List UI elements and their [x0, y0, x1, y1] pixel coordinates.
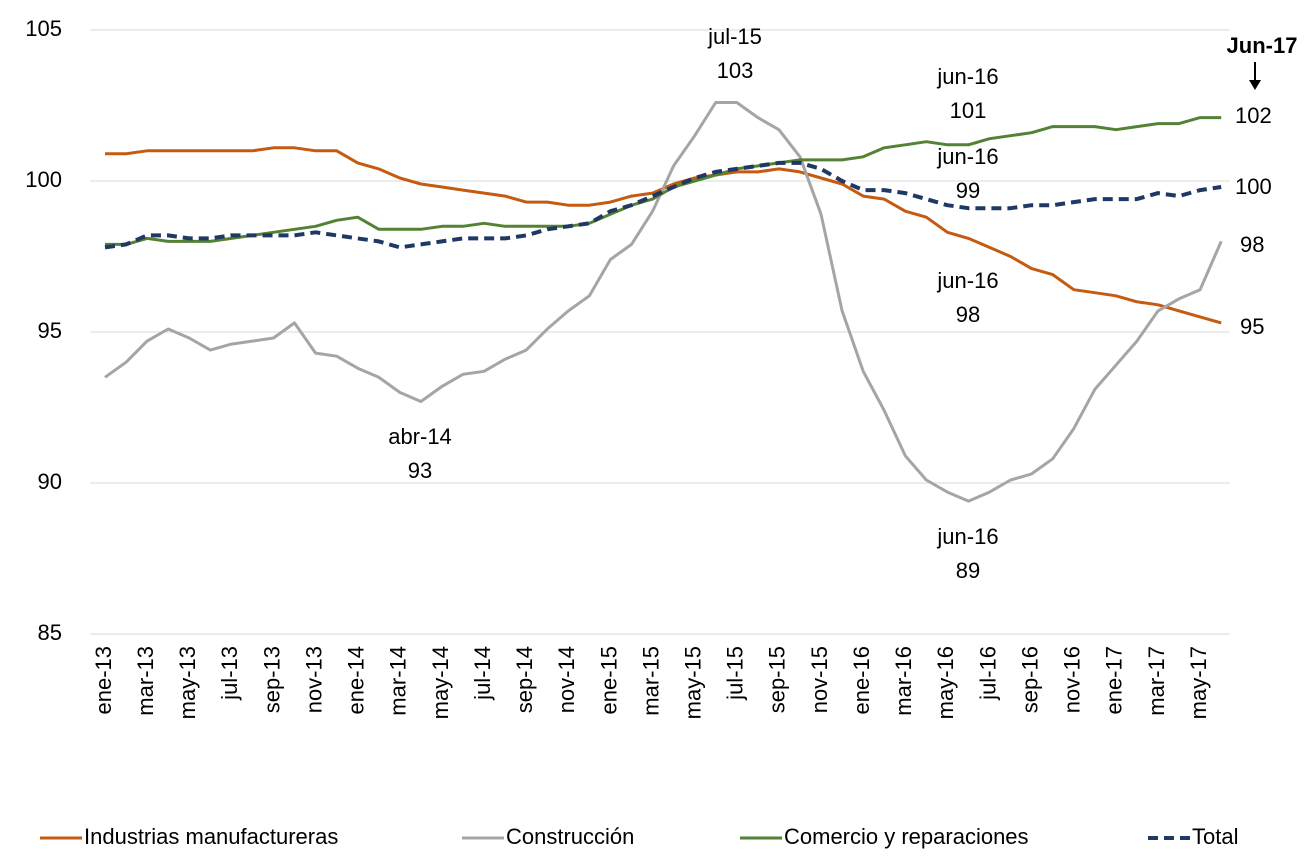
- x-tick-label: mar-16: [891, 646, 916, 716]
- annotation: 101: [950, 98, 987, 123]
- x-tick-label: ene-14: [344, 646, 369, 715]
- series-line: [104, 101, 1223, 503]
- series-line: [105, 116, 1222, 246]
- x-tick-label: ene-16: [849, 646, 874, 715]
- x-tick-label: jul-15: [723, 646, 748, 701]
- y-tick-label: 105: [25, 16, 62, 41]
- x-tick-label: ene-13: [91, 646, 116, 715]
- annotation: jun-16: [936, 64, 998, 89]
- x-tick-label: nov-16: [1060, 646, 1085, 713]
- x-tick-label: nov-13: [301, 646, 326, 713]
- y-tick-label: 95: [38, 318, 62, 343]
- annotation: 98: [956, 302, 980, 327]
- x-tick-label: may-17: [1186, 646, 1211, 719]
- x-tick-label: may-16: [933, 646, 958, 719]
- annotation: 89: [956, 558, 980, 583]
- x-tick-label: sep-13: [259, 646, 284, 713]
- end-label: 98: [1240, 232, 1264, 257]
- x-tick-label: sep-16: [1017, 646, 1042, 713]
- legend-label: Construcción: [506, 824, 634, 849]
- x-tick-label: jul-14: [470, 646, 495, 701]
- legend-label: Total: [1192, 824, 1238, 849]
- marker-label: Jun-17: [1227, 33, 1298, 58]
- annotation: jul-15: [707, 24, 762, 49]
- annotation: 103: [717, 58, 754, 83]
- series-line: [104, 160, 1222, 250]
- x-tick-label: may-13: [175, 646, 200, 719]
- end-label: 102: [1235, 103, 1272, 128]
- end-label: 95: [1240, 314, 1264, 339]
- y-tick-label: 90: [38, 469, 62, 494]
- x-tick-label: ene-17: [1102, 646, 1127, 715]
- annotation: abr-14: [388, 424, 452, 449]
- x-tick-label: sep-15: [765, 646, 790, 713]
- x-tick-label: jul-13: [217, 646, 242, 701]
- x-tick-label: mar-13: [133, 646, 158, 716]
- annotation: jun-16: [936, 524, 998, 549]
- marker-arrow-head: [1249, 80, 1261, 90]
- annotation: 93: [408, 458, 432, 483]
- end-label: 100: [1235, 174, 1272, 199]
- x-tick-label: sep-14: [512, 646, 537, 713]
- x-tick-label: may-15: [680, 646, 705, 719]
- x-tick-label: mar-17: [1144, 646, 1169, 716]
- annotation: 99: [956, 178, 980, 203]
- x-tick-label: nov-15: [807, 646, 832, 713]
- y-tick-label: 100: [25, 167, 62, 192]
- x-tick-label: nov-14: [554, 646, 579, 713]
- legend-label: Comercio y reparaciones: [784, 824, 1029, 849]
- x-tick-label: may-14: [428, 646, 453, 719]
- x-tick-label: mar-14: [386, 646, 411, 716]
- x-tick-label: mar-15: [638, 646, 663, 716]
- x-tick-label: ene-15: [596, 646, 621, 715]
- x-tick-label: jul-16: [975, 646, 1000, 701]
- annotation: jun-16: [936, 268, 998, 293]
- annotation: jun-16: [936, 144, 998, 169]
- legend-label: Industrias manufactureras: [84, 824, 338, 849]
- y-tick-label: 85: [38, 620, 62, 645]
